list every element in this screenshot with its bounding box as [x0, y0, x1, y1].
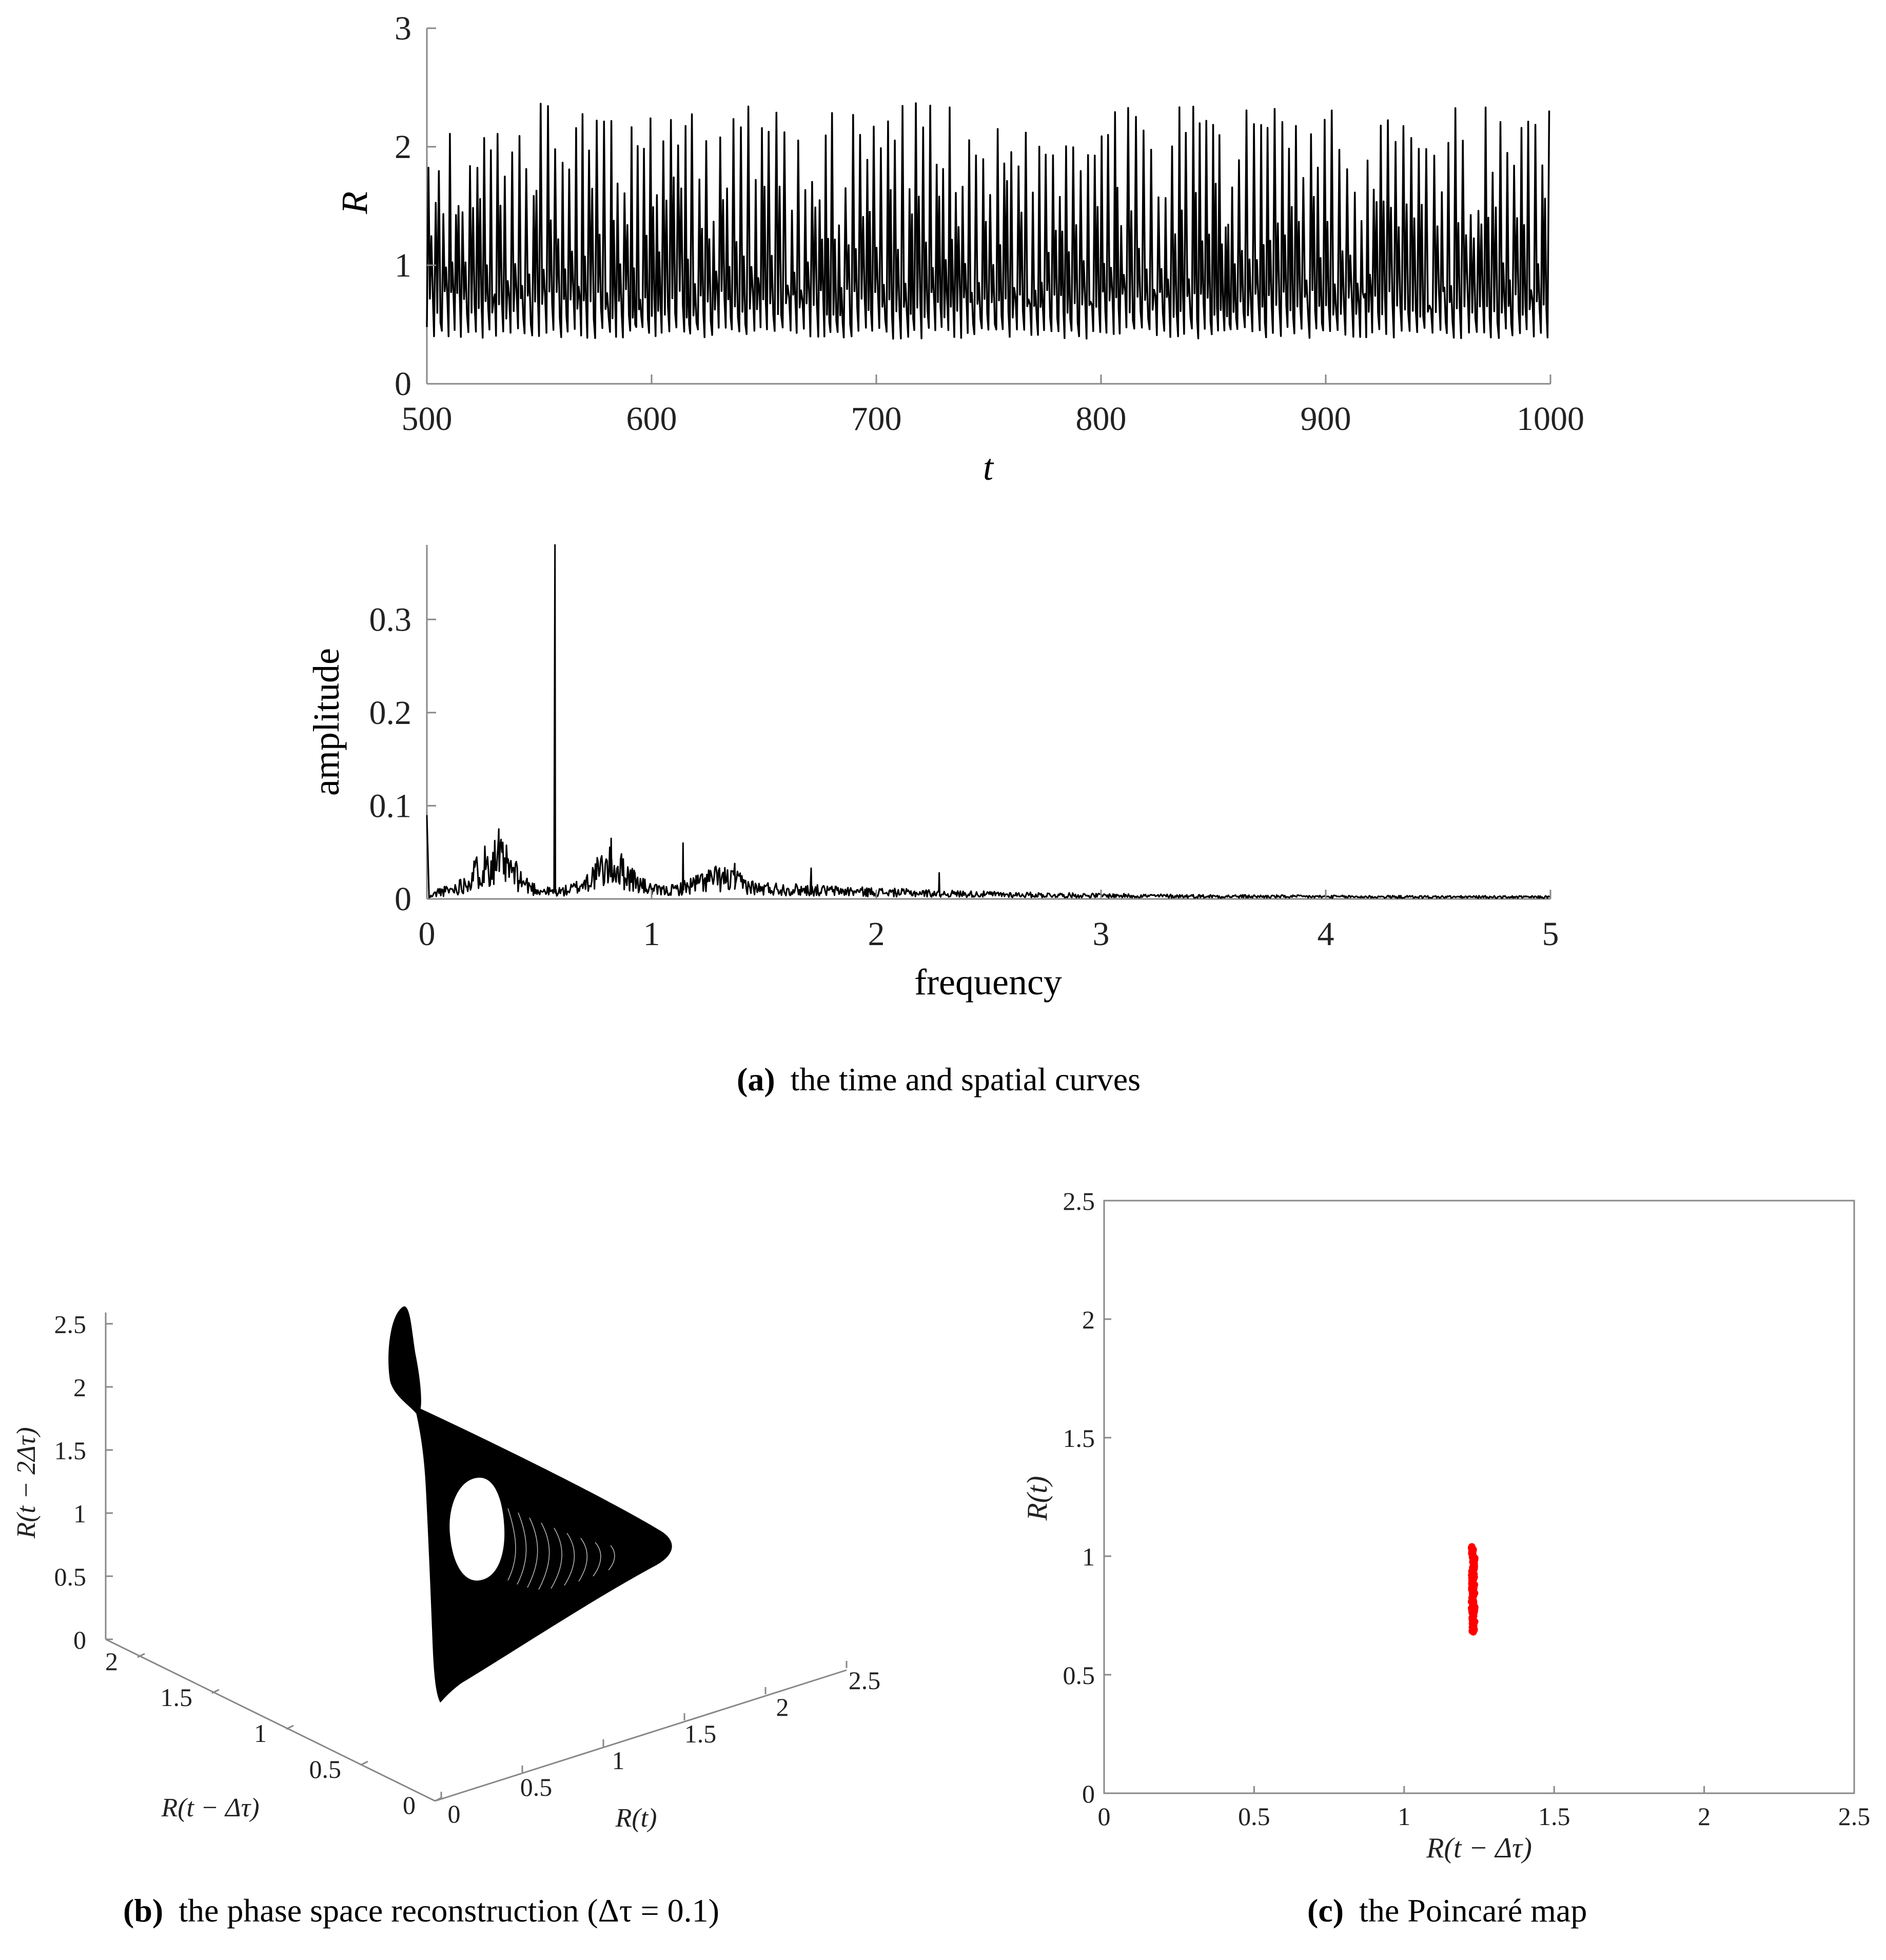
x-tick-label: 2 — [1698, 1802, 1711, 1831]
caption-a-text: the time and spatial curves — [791, 1061, 1141, 1097]
caption-a: (a) the time and spatial curves — [737, 1061, 1141, 1097]
caption-b-letter: (b) — [123, 1892, 163, 1929]
caption-b: (b) the phase space reconstruction (Δτ =… — [123, 1892, 719, 1929]
poincare-ylabel: R(t) — [1021, 1476, 1053, 1521]
x-tick-label: 900 — [1301, 400, 1351, 438]
phase-space-zlabel: R(t) — [615, 1804, 657, 1833]
y-tick-label: 1.5 — [1063, 1424, 1095, 1453]
x-tick-mark — [286, 1724, 294, 1730]
x-tick-label: 0.5 — [1238, 1802, 1270, 1831]
r-tick-label: 2 — [776, 1693, 789, 1721]
caption-a-letter: (a) — [737, 1061, 775, 1097]
x-tick-label: 5 — [1542, 915, 1559, 953]
x-tick-label: 0.5 — [309, 1755, 342, 1783]
phase-space-ylabel: R(t − 2Δτ) — [12, 1427, 41, 1539]
x-tick-label: 1 — [643, 915, 660, 953]
time-series-line — [426, 102, 1550, 340]
x-tick-label: 500 — [402, 400, 453, 438]
spectrum-ylabel: amplitude — [306, 648, 347, 796]
y-tick-label: 0.3 — [369, 601, 412, 638]
phase-space-xlabel: R(t − Δτ) — [161, 1793, 259, 1822]
poincare-xlabel: R(t − Δτ) — [1426, 1832, 1532, 1864]
time-series-xlabel: t — [983, 447, 994, 488]
r-tick-label: 0 — [448, 1799, 461, 1828]
y-tick-label: 2.5 — [1063, 1187, 1095, 1216]
r-tick-label: 2.5 — [849, 1666, 881, 1695]
attractor-inner-lines — [507, 1508, 615, 1590]
x-tick-label: 2 — [105, 1647, 118, 1676]
time-series-ticks: 500 600 700 800 900 1000 0 1 2 3 — [395, 10, 1584, 438]
spectrum-xlabel: frequency — [914, 962, 1062, 1003]
x-tick-label: 2 — [868, 915, 885, 953]
attractor-upper-lobe — [388, 1306, 421, 1415]
x-tick-label: 0 — [419, 915, 436, 953]
poincare-point — [1468, 1543, 1476, 1551]
x-tick-label: 0 — [403, 1791, 416, 1819]
x-tick-label: 0 — [1098, 1802, 1111, 1831]
poincare-plot: 0 0.5 1 1.5 2 2.5 0 0.5 1 1.5 2 2.5 R(t − Δτ) R(t) — [1021, 1187, 1870, 1864]
y-tick-label: 0.1 — [369, 787, 412, 825]
time-series-ylabel: R — [334, 191, 375, 214]
time-series-plot: 500 600 700 800 900 1000 0 1 2 3 t R — [334, 10, 1584, 488]
y-tick-label: 1 — [395, 247, 411, 284]
spectrum-ticks: 0 1 2 3 4 5 0 0.1 0.2 0.3 — [369, 601, 1559, 953]
x-tick-label: 1.5 — [161, 1683, 193, 1712]
y-tick-label: 2 — [1082, 1305, 1095, 1334]
r-tick-label: 1 — [612, 1746, 625, 1775]
r-tick-label: 0.5 — [520, 1773, 553, 1801]
x-tick-label: 1000 — [1517, 400, 1584, 438]
spectrum-line — [426, 544, 1551, 900]
z-tick-label: 2.5 — [54, 1310, 87, 1339]
y-tick-label: 0.2 — [369, 694, 412, 732]
x-tick-mark — [211, 1689, 220, 1694]
z-tick-label: 0.5 — [54, 1562, 87, 1591]
x-tick-label: 800 — [1076, 400, 1127, 438]
z-tick-label: 1.5 — [54, 1436, 87, 1465]
spectrum-axes — [426, 545, 1550, 900]
y-tick-label: 3 — [395, 10, 411, 47]
z-tick-label: 1 — [73, 1499, 86, 1528]
x-tick-label: 2.5 — [1838, 1802, 1871, 1831]
y-tick-label: 0 — [395, 365, 411, 403]
x-tick-mark — [360, 1760, 368, 1766]
z-tick-label: 0 — [73, 1625, 86, 1654]
x-tick-label: 700 — [851, 400, 902, 438]
phase-space-axes — [105, 1312, 847, 1802]
y-tick-label: 1 — [1082, 1542, 1095, 1571]
poincare-ticks: 0 0.5 1 1.5 2 2.5 0 0.5 1 1.5 2 2.5 — [1063, 1187, 1871, 1831]
x-tick-label: 1.5 — [1538, 1802, 1570, 1831]
x-tick-label: 1 — [1398, 1802, 1410, 1831]
r-tick-label: 1.5 — [684, 1719, 717, 1748]
x-tick-mark — [137, 1653, 145, 1658]
x-tick-label: 1 — [254, 1719, 267, 1748]
phase-space-attractor — [388, 1306, 672, 1703]
z-tick-label: 2 — [73, 1373, 86, 1402]
caption-b-text: the phase space reconstruction (Δτ = 0.1… — [179, 1892, 719, 1929]
caption-c-text: the Poincaré map — [1359, 1892, 1587, 1929]
attractor-main-body — [415, 1406, 672, 1703]
attractor-hole — [449, 1478, 505, 1581]
caption-c: (c) the Poincaré map — [1307, 1892, 1587, 1929]
y-tick-label: 0 — [1082, 1779, 1095, 1808]
x-tick-label: 3 — [1093, 915, 1110, 953]
y-tick-label: 0.5 — [1063, 1661, 1095, 1690]
x-tick-label: 4 — [1318, 915, 1334, 953]
y-tick-label: 0 — [395, 880, 411, 918]
x-tick-label: 600 — [626, 400, 677, 438]
y-tick-label: 2 — [395, 128, 411, 166]
poincare-points — [1467, 1543, 1479, 1636]
spectrum-plot: 0 1 2 3 4 5 0 0.1 0.2 0.3 frequency amplitude — [306, 544, 1559, 1003]
caption-c-letter: (c) — [1307, 1892, 1344, 1929]
poincare-frame — [1103, 1200, 1855, 1794]
